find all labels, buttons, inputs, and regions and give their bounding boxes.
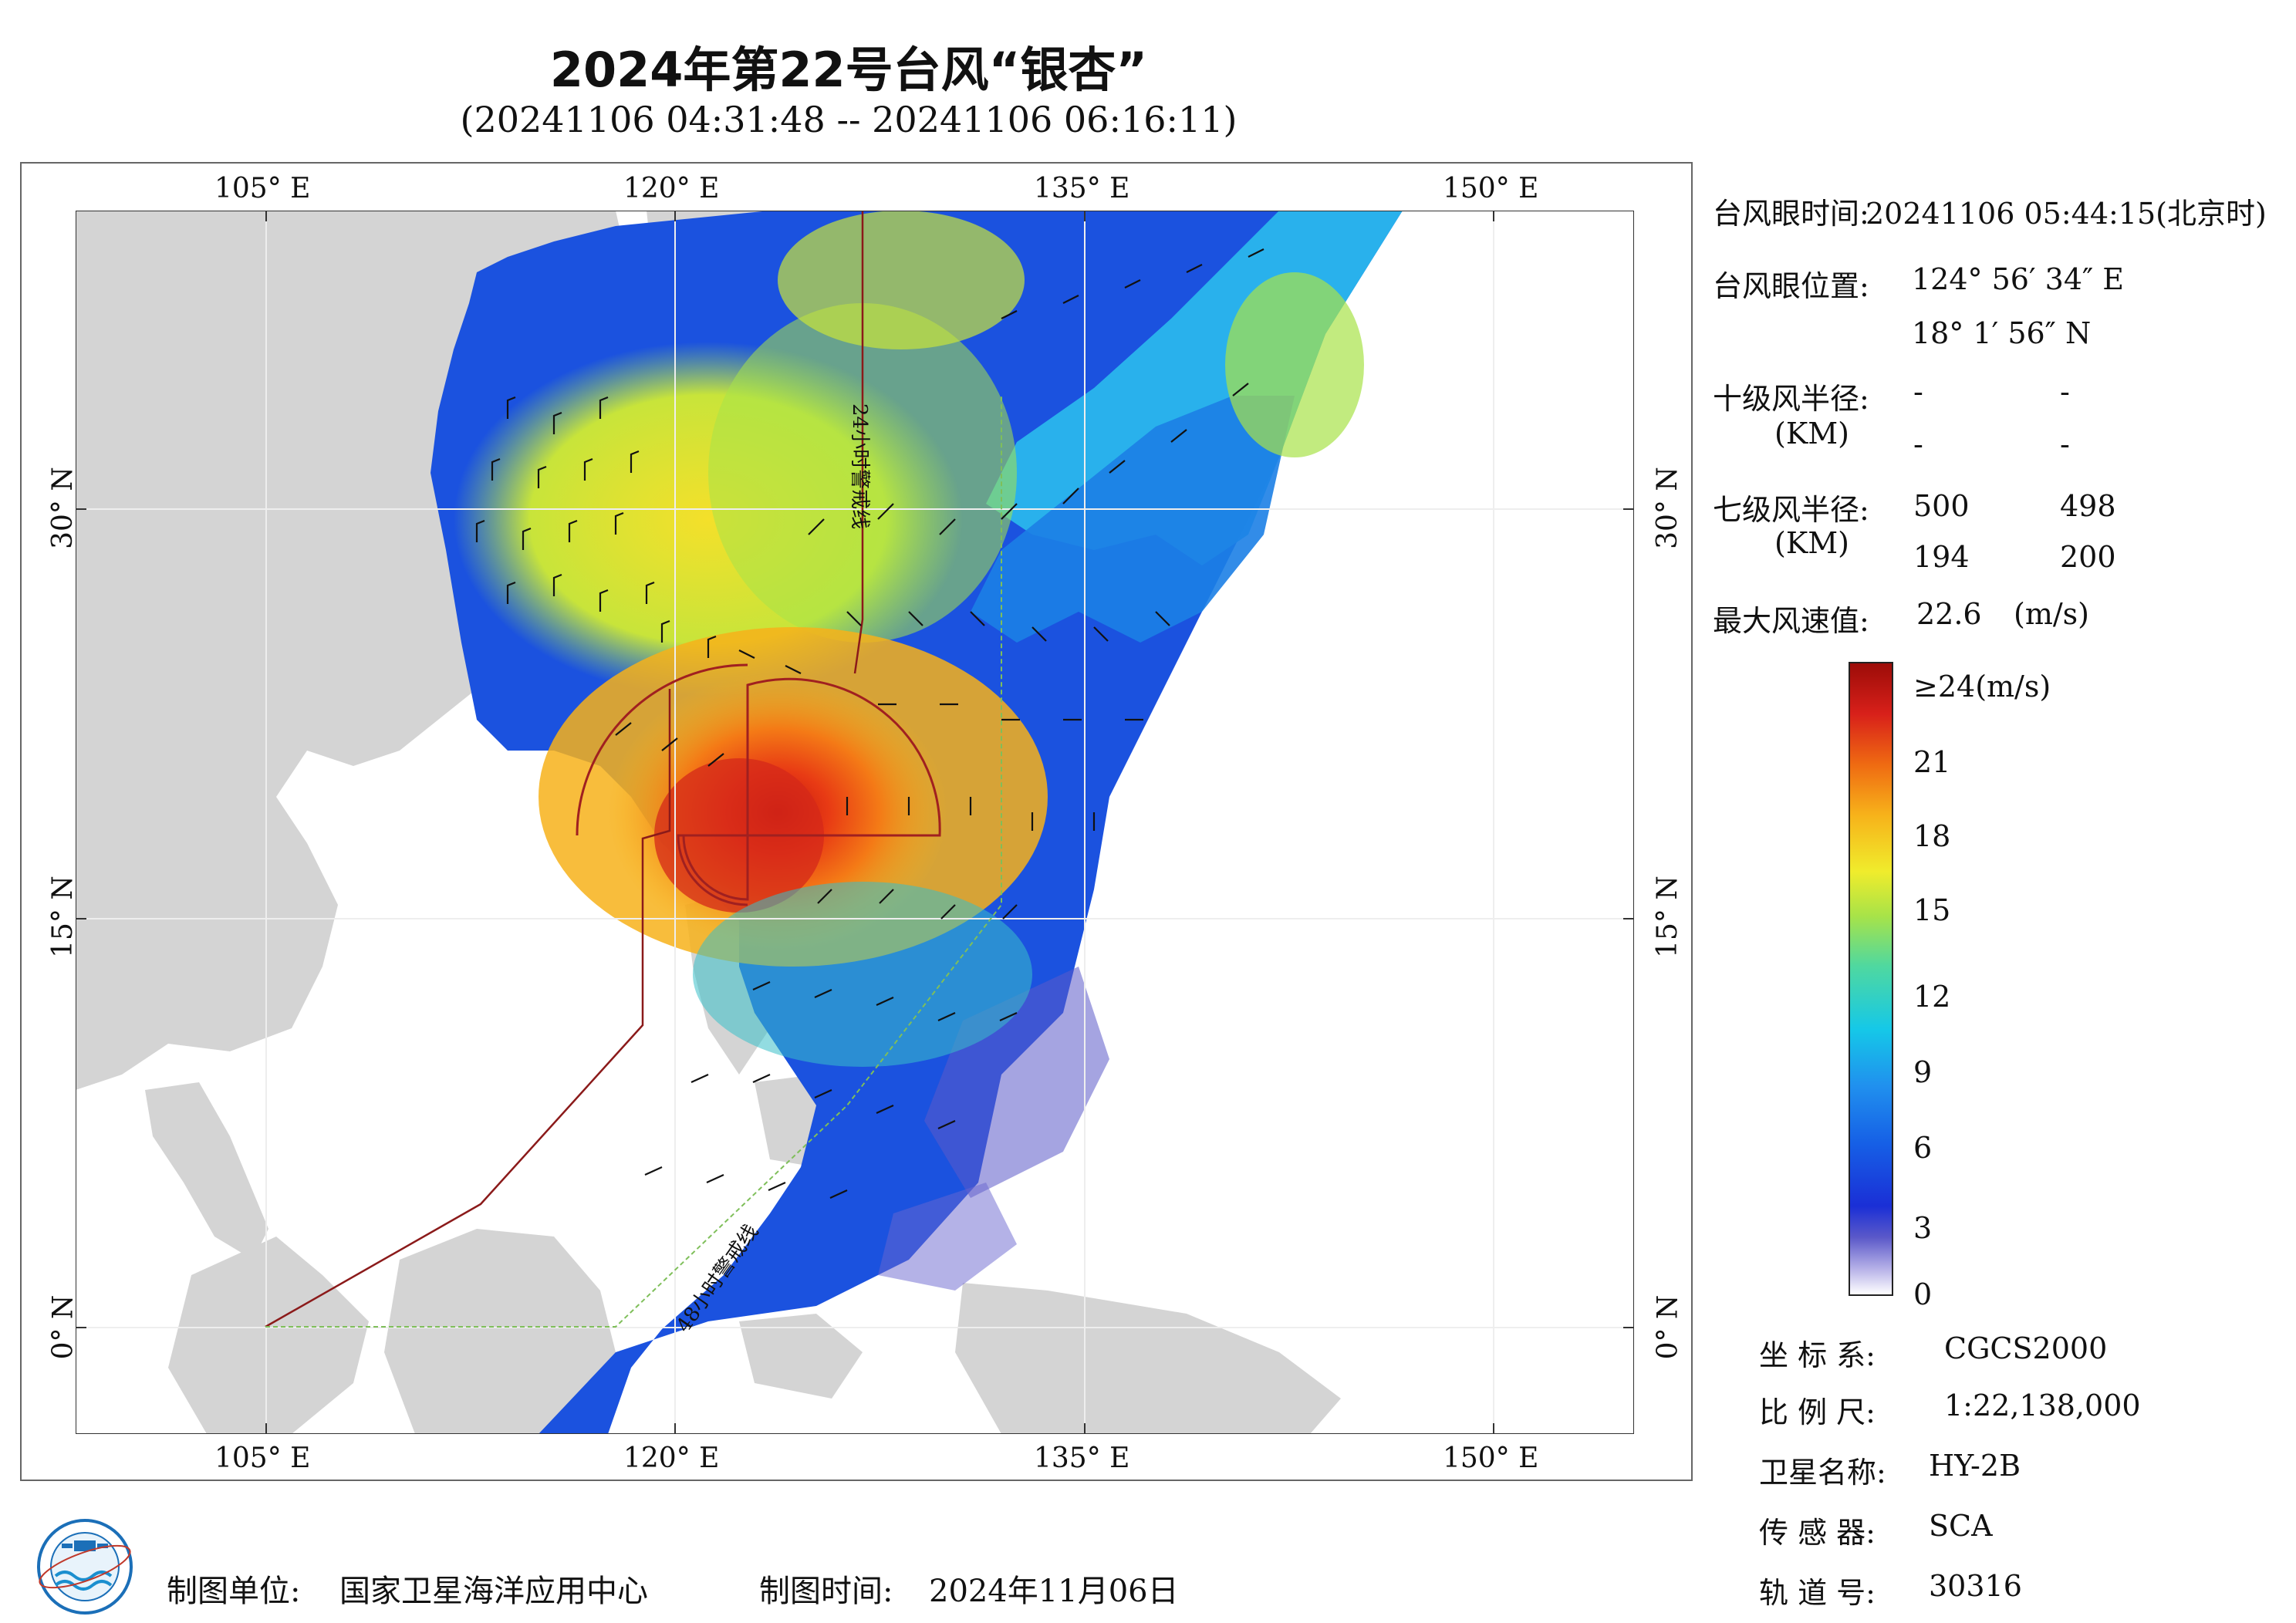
lat-label-left-30: 30° N: [46, 467, 79, 549]
lat-label-right-15: 15° N: [1651, 876, 1683, 958]
r7-unit: (KM): [1774, 526, 1849, 560]
lat-label-left-0: 0° N: [47, 1294, 79, 1360]
lon-label-top-135: 135° E: [1034, 173, 1130, 204]
lon-label-bottom-120: 120° E: [623, 1442, 720, 1474]
satellite-value: HY-2B: [1929, 1449, 2021, 1483]
wind-speed-colorbar: [1849, 662, 1893, 1296]
r10-label: 十级风半径:: [1713, 382, 1869, 416]
crs-label: 坐 标 系:: [1759, 1338, 1876, 1372]
lat-label-right-0: 0° N: [1652, 1294, 1684, 1360]
colorbar-label-15: 15: [1913, 893, 1951, 927]
colorbar-label-3: 3: [1913, 1211, 1933, 1245]
scale-value: 1:22,138,000: [1944, 1388, 2141, 1422]
satellite-label: 卫星名称:: [1759, 1456, 1886, 1490]
observation-time-range: (20241106 04:31:48 -- 20241106 06:16:11): [460, 99, 1237, 140]
sensor-value: SCA: [1929, 1509, 1993, 1543]
orbit-value: 30316: [1929, 1569, 2022, 1603]
eye-position-label: 台风眼位置:: [1713, 269, 1869, 303]
max-wind-label: 最大风速值:: [1713, 604, 1869, 638]
colorbar-label-24: ≥24(m/s): [1913, 670, 2051, 704]
r10-value-ne: -: [1913, 375, 1923, 409]
lon-label-top-150: 150° E: [1443, 173, 1539, 204]
nsoas-logo-icon: [37, 1519, 133, 1615]
r7-value-sw: 194: [1913, 540, 1970, 574]
made-time-value: 2024年11月06日: [929, 1574, 1179, 1609]
wind-field-map: 24小时警戒线 48小时警戒线: [76, 211, 1634, 1434]
lon-label-top-120: 120° E: [623, 173, 720, 204]
r10-value-nw: -: [2060, 427, 2070, 461]
r10-unit: (KM): [1774, 417, 1849, 450]
lat-label-right-30: 30° N: [1651, 467, 1683, 549]
eye-time-value: 20241106 05:44:15(北京时): [1866, 197, 2267, 231]
crs-value: CGCS2000: [1944, 1331, 2108, 1365]
lat-label-left-15: 15° N: [46, 876, 79, 958]
colorbar-label-21: 21: [1913, 745, 1951, 779]
colorbar-label-18: 18: [1913, 819, 1951, 853]
lon-label-top-105: 105° E: [214, 173, 311, 204]
eye-time-label: 台风眼时间:: [1713, 197, 1869, 231]
made-time-label: 制图时间:: [759, 1574, 893, 1609]
lon-label-bottom-150: 150° E: [1443, 1442, 1539, 1474]
warning-line-48h: [265, 396, 1002, 1328]
colorbar-label-6: 6: [1913, 1131, 1933, 1165]
eye-latitude: 18° 1′ 56″ N: [1912, 316, 2092, 350]
lon-label-bottom-135: 135° E: [1034, 1442, 1130, 1474]
producer-value: 国家卫星海洋应用中心: [339, 1574, 648, 1609]
warning-line-48h-land: [265, 689, 671, 1328]
lon-label-bottom-105: 105° E: [214, 1442, 311, 1474]
orbit-label: 轨 道 号:: [1759, 1576, 1876, 1610]
colorbar-label-12: 12: [1913, 980, 1951, 1014]
r10-value-sw: -: [1913, 427, 1923, 461]
warning-line-24h: [853, 211, 864, 674]
map-frame: [20, 162, 1693, 1481]
max-wind-unit: (m/s): [2014, 597, 2089, 631]
warning-24h-label: 24小时警戒线: [848, 403, 871, 529]
colorbar-label-0: 0: [1913, 1277, 1933, 1311]
wind-radius-7: [682, 677, 941, 901]
page-title: 2024年第22号台风“银杏”: [549, 42, 1148, 98]
r7-value-nw: 200: [2060, 540, 2116, 574]
r7-value-se: 498: [2060, 489, 2116, 523]
r7-label: 七级风半径:: [1713, 493, 1869, 527]
producer-label: 制图单位:: [167, 1574, 301, 1609]
wind-barbs: [475, 248, 1264, 1200]
max-wind-value: 22.6: [1916, 597, 1982, 631]
scale-label: 比 例 尺:: [1759, 1395, 1876, 1429]
r10-value-se: -: [2060, 375, 2070, 409]
r7-value-ne: 500: [1913, 489, 1970, 523]
eye-longitude: 124° 56′ 34″ E: [1912, 262, 2125, 296]
sensor-label: 传 感 器:: [1759, 1516, 1876, 1550]
colorbar-label-9: 9: [1913, 1055, 1933, 1089]
